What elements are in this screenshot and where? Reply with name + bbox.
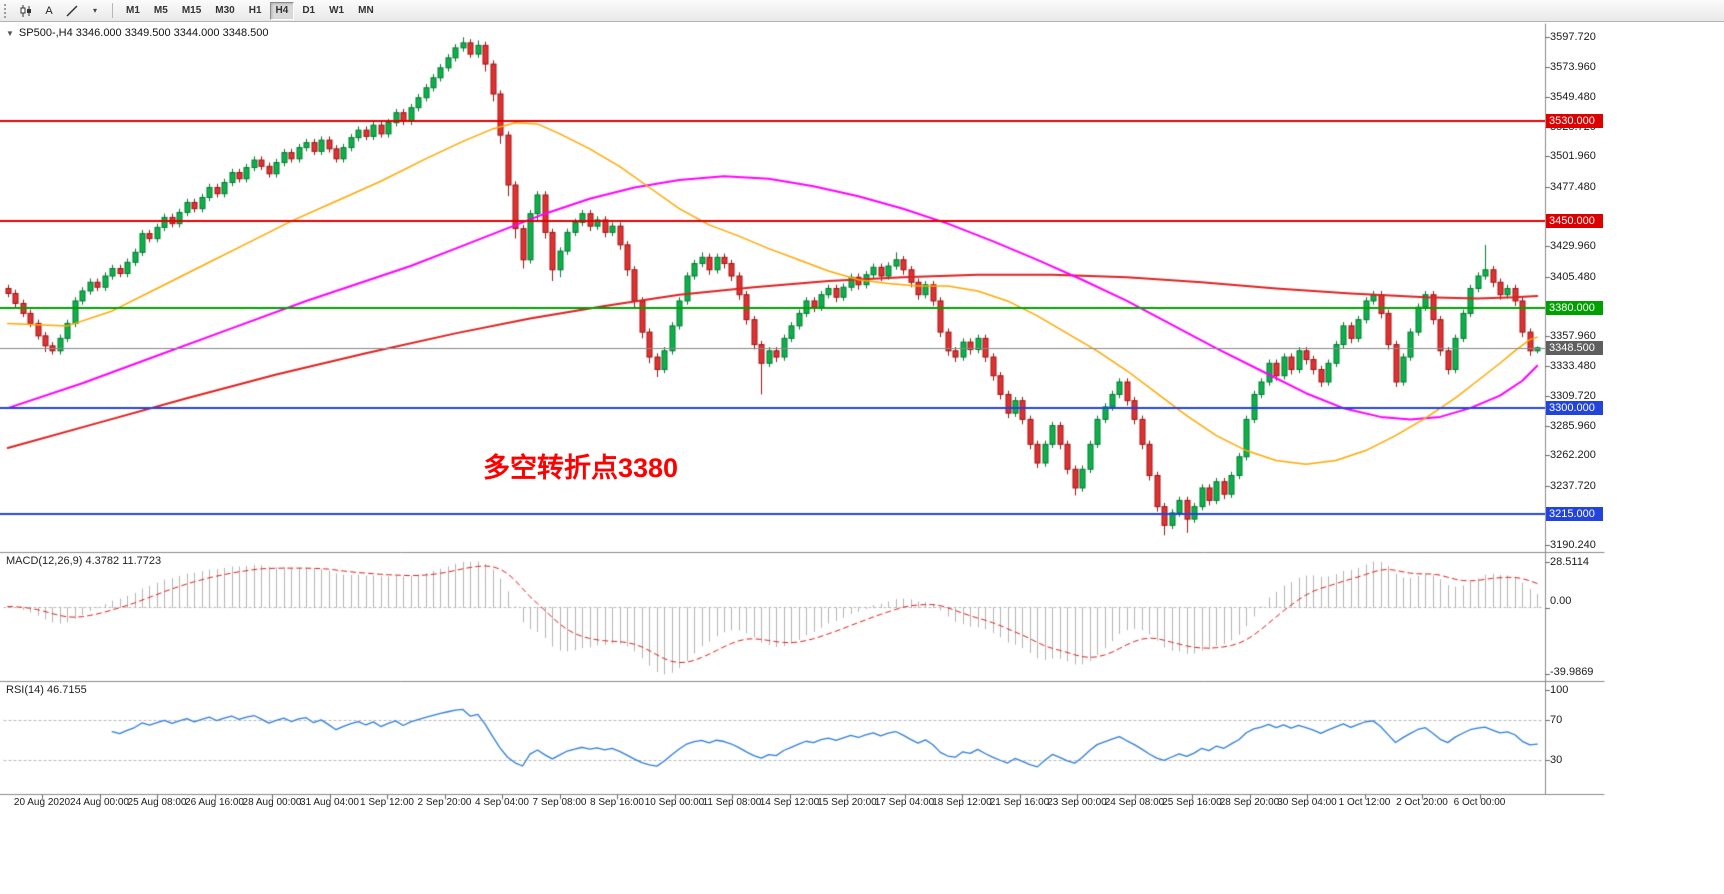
date-label: 1 Oct 12:00	[1338, 797, 1391, 808]
timeframe-button-MN[interactable]: MN	[352, 2, 380, 20]
chart-annotation-text[interactable]: 多空转折点3380	[483, 453, 679, 483]
date-label: 28 Aug 00:00	[242, 797, 302, 808]
timeframe-button-M5[interactable]: M5	[148, 2, 174, 20]
candlestick-chart-icon	[20, 4, 31, 17]
date-label: 24 Aug 00:00	[70, 797, 129, 808]
toolbar-separator	[112, 3, 113, 18]
text-annotation-button[interactable]: A	[39, 2, 59, 20]
chart-type-button[interactable]	[15, 2, 37, 20]
date-label: 31 Aug 04:00	[300, 797, 359, 808]
date-label: 6 Oct 00:00	[1453, 797, 1506, 808]
toolbar-grip[interactable]	[3, 2, 8, 19]
date-label: 17 Sep 04:00	[874, 797, 935, 808]
date-label: 25 Sep 16:00	[1162, 797, 1222, 808]
date-label: 14 Sep 12:00	[759, 797, 820, 808]
price-tag-3215: 3215.000	[1546, 507, 1603, 522]
chevron-down-icon: ▾	[92, 5, 97, 15]
symbol-info: ▼ SP500-,H4 3346.000 3349.500 3344.000 3…	[6, 27, 268, 39]
price-tag-3348.5: 3348.500	[1546, 340, 1603, 355]
price-tick: 3405.480	[1550, 270, 1596, 283]
price-axis[interactable]: 3597.7203573.9603549.4803525.7203501.960…	[1545, 0, 1724, 894]
macd-axis-label: 28.5114	[1550, 556, 1589, 568]
date-label: 15 Sep 20:00	[817, 797, 877, 808]
date-label: 11 Sep 08:00	[702, 797, 762, 808]
date-label: 2 Sep 20:00	[417, 797, 472, 808]
rsi-axis-label: 70	[1550, 714, 1563, 726]
macd-axis-label: 0.00	[1550, 594, 1572, 607]
price-tag-3450: 3450.000	[1546, 214, 1603, 229]
price-tick: 3333.480	[1550, 360, 1596, 373]
date-label: 7 Sep 08:00	[532, 797, 587, 808]
price-tick: 3262.200	[1550, 449, 1596, 462]
date-label: 26 Aug 16:00	[185, 797, 244, 808]
tools-expand-button[interactable]: ▾	[85, 2, 105, 20]
timeframe-button-W1[interactable]: W1	[323, 2, 350, 20]
timeframe-group: M1 M5 M15 M30 H1 H4 D1 W1 MN	[119, 0, 381, 22]
date-label: 10 Sep 00:00	[644, 797, 705, 808]
date-label: 18 Sep 12:00	[932, 797, 992, 808]
timeframe-button-M15[interactable]: M15	[176, 2, 207, 20]
symbol-ohlc-text: SP500-,H4 3346.000 3349.500 3344.000 334…	[18, 27, 269, 39]
date-label: 20 Aug 2020	[13, 797, 71, 808]
price-tick: 3597.720	[1550, 31, 1596, 43]
date-label: 25 Aug 08:00	[127, 797, 187, 808]
rsi-axis-label: 100	[1550, 684, 1569, 696]
price-tag-3300: 3300.000	[1546, 401, 1603, 416]
date-label: 24 Sep 08:00	[1104, 797, 1165, 808]
date-label: 4 Sep 04:00	[475, 797, 529, 808]
date-label: 30 Sep 04:00	[1277, 797, 1337, 808]
price-tick: 3285.960	[1550, 419, 1596, 432]
price-tag-3530: 3530.000	[1546, 114, 1603, 129]
date-label: 1 Sep 12:00	[360, 797, 414, 808]
timeframe-button-M1[interactable]: M1	[120, 2, 146, 20]
rsi-indicator-label: RSI(14) 46.7155	[6, 684, 87, 696]
date-label: 2 Oct 20:00	[1396, 797, 1448, 808]
price-tag-3380: 3380.000	[1546, 301, 1603, 316]
time-axis[interactable]: 20 Aug 2020 24 Aug 00:00 25 Aug 08:00 26 Au…	[0, 795, 1604, 813]
timeframe-button-M30[interactable]: M30	[209, 2, 240, 20]
price-tick: 3549.480	[1550, 91, 1596, 104]
trendline-icon	[66, 4, 78, 17]
rsi-axis-label: 30	[1550, 754, 1563, 766]
timeframe-button-H4[interactable]: H4	[269, 1, 295, 20]
price-tick: 3309.720	[1550, 390, 1596, 403]
timeframe-button-H1[interactable]: H1	[243, 2, 268, 20]
price-tick: 3501.960	[1550, 150, 1596, 163]
date-label: 21 Sep 16:00	[989, 797, 1050, 808]
trendline-button[interactable]	[61, 2, 83, 20]
timeframe-button-D1[interactable]: D1	[296, 2, 321, 20]
price-tick: 3237.720	[1550, 479, 1596, 492]
price-tick: 3190.240	[1550, 539, 1596, 551]
date-label: 23 Sep 00:00	[1047, 797, 1107, 808]
price-tick: 3357.960	[1550, 329, 1596, 342]
price-tick: 3573.960	[1550, 60, 1596, 73]
price-tick: 3429.960	[1550, 240, 1596, 253]
macd-indicator-label: MACD(12,26,9) 4.3782 11.7723	[6, 555, 162, 567]
date-label: 28 Sep 20:00	[1219, 797, 1280, 808]
macd-axis-label: -39.9869	[1550, 666, 1594, 678]
price-tick: 3477.480	[1550, 180, 1596, 193]
date-label: 8 Sep 16:00	[590, 797, 644, 808]
toolbar: A ▾ M1 M5 M15 M30 H1 H4 D1 W1 MN	[0, 0, 1724, 22]
dropdown-arrow-icon: ▼	[6, 28, 14, 38]
